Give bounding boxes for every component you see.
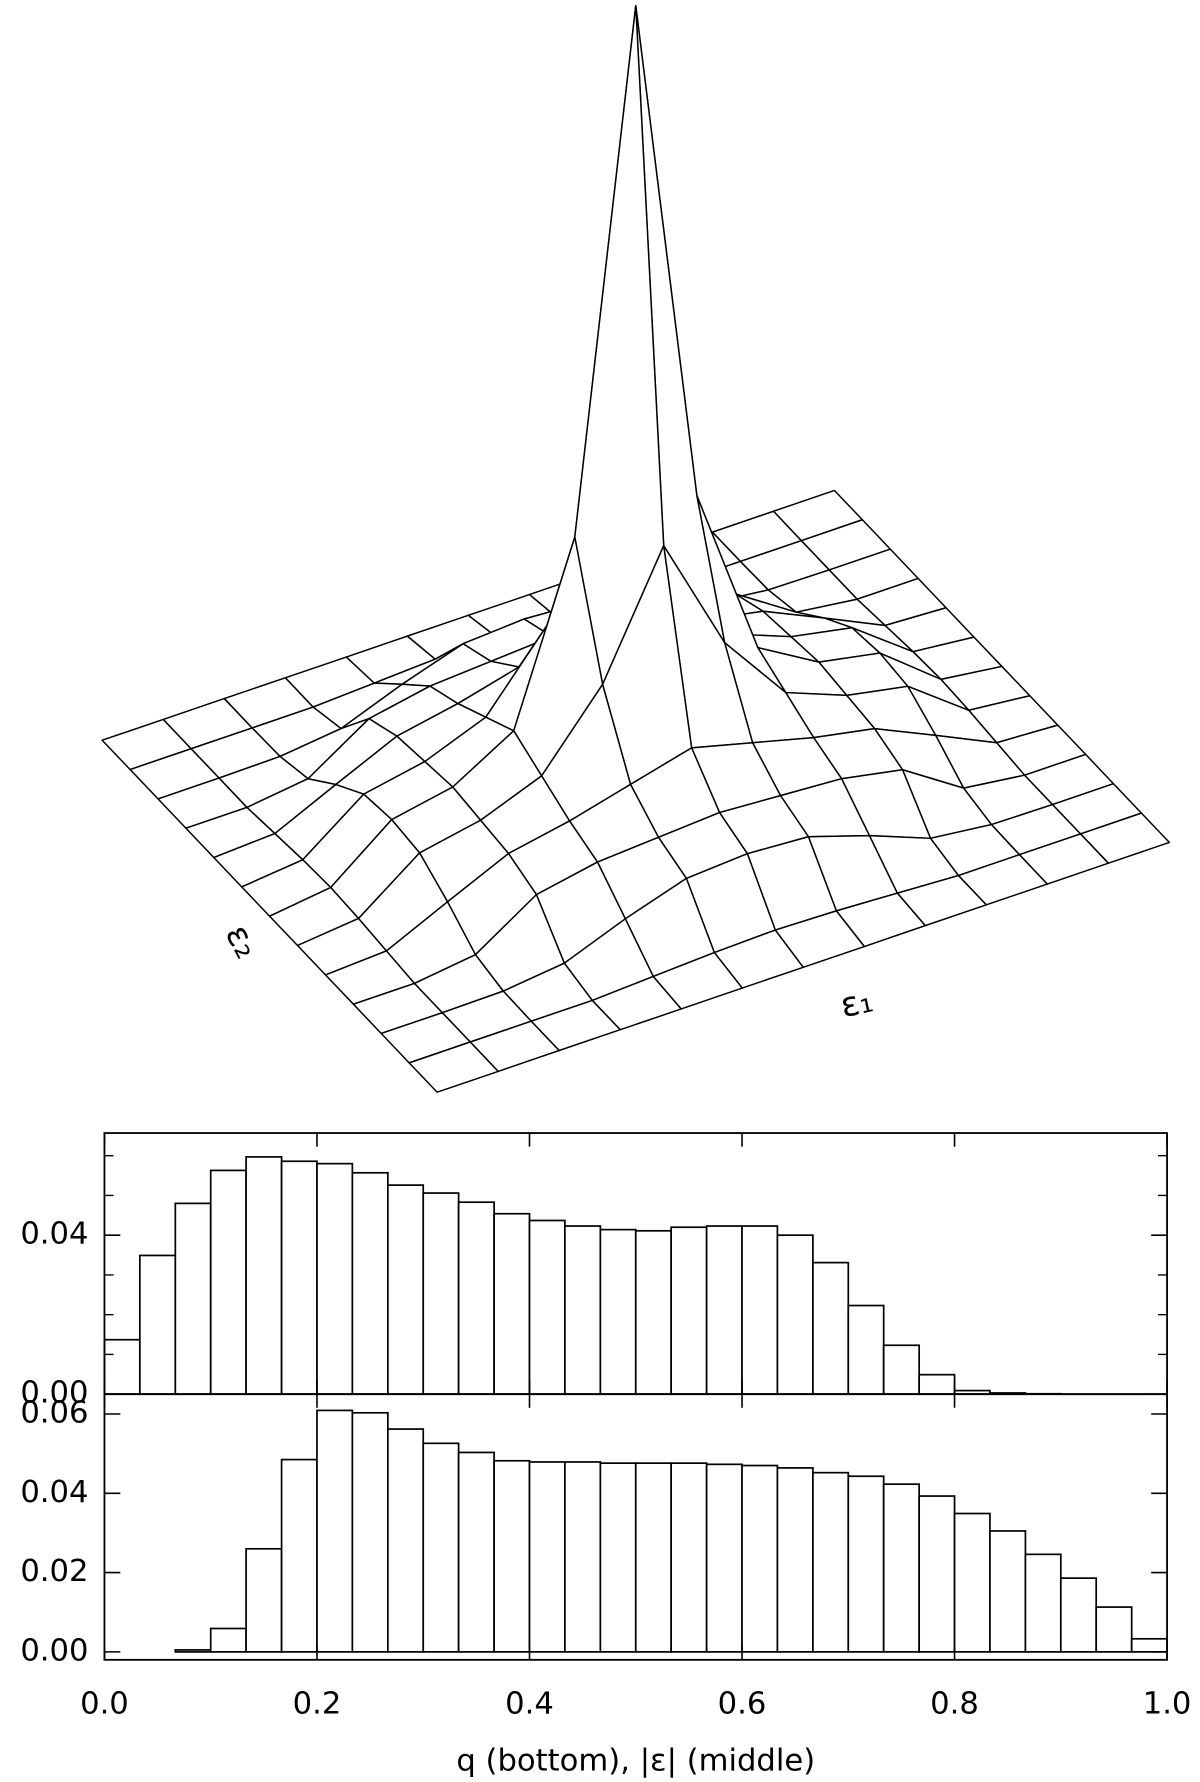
histogram-bar (564, 1461, 602, 1653)
x-tick-label: 0.2 (293, 1687, 342, 1722)
y-tick-label: 0.00 (20, 1376, 88, 1411)
histogram-bar (103, 1338, 141, 1396)
histogram-bar (174, 1649, 212, 1653)
histogram-bar (918, 1495, 956, 1653)
histogram-bar (1095, 1606, 1133, 1653)
histogram-bar (280, 1160, 318, 1396)
histogram-bar (457, 1451, 495, 1653)
histogram-bar (776, 1234, 814, 1396)
y-tick-label: 0.04 (20, 1475, 88, 1510)
x-tick-label: 0.0 (80, 1687, 129, 1722)
axis-label: ε₂ (217, 918, 267, 965)
x-axis-label: q (bottom), |ε| (middle) (456, 1743, 815, 1778)
histogram-bar (776, 1467, 814, 1653)
x-tick-label: 1.0 (1143, 1687, 1192, 1722)
y-tick-label: 0.04 (20, 1217, 88, 1252)
histogram-bar (953, 1512, 991, 1653)
histogram-bar (989, 1530, 1027, 1653)
histogram-bar (386, 1428, 425, 1653)
histogram-bar (528, 1461, 566, 1653)
histogram-bar (670, 1462, 708, 1653)
histogram-bar (386, 1184, 425, 1396)
histogram-bar (245, 1547, 283, 1653)
histogram-bar (209, 1169, 247, 1396)
histogram-bar (457, 1201, 495, 1396)
histogram-bar (209, 1627, 247, 1653)
histogram-bar (351, 1171, 389, 1396)
histogram-bar (351, 1411, 389, 1653)
histogram-bar (174, 1202, 212, 1396)
histogram-bar (812, 1261, 850, 1396)
histogram-bar (741, 1464, 779, 1653)
histogram-bar (599, 1228, 637, 1396)
histogram-bar (705, 1463, 743, 1653)
y-tick-label: 0.00 (20, 1633, 88, 1668)
histogram-bar (422, 1192, 460, 1396)
axis-label: ε₁ (837, 980, 877, 1026)
x-tick-label: 0.8 (930, 1687, 979, 1722)
histogram-bar (741, 1225, 779, 1396)
y-tick-label: 0.02 (20, 1554, 88, 1589)
histogram-bar (493, 1212, 531, 1396)
histogram-bar (1130, 1637, 1168, 1653)
histogram-bar (564, 1225, 602, 1396)
y-tick-label: 0.06 (20, 1395, 88, 1430)
histogram-bar (1024, 1553, 1062, 1653)
histogram-bar (422, 1442, 460, 1653)
histogram-bar (918, 1373, 956, 1396)
histogram-bar (882, 1344, 921, 1396)
histogram-bar (316, 1162, 354, 1396)
histogram-bar (493, 1459, 531, 1653)
histogram-bar (280, 1458, 318, 1653)
histogram-bar (812, 1471, 850, 1653)
histogram-bar (316, 1409, 354, 1653)
surface-cell (408, 1041, 499, 1093)
histogram-bar (847, 1475, 885, 1653)
histogram-bar (705, 1225, 743, 1396)
histogram-bar (1059, 1577, 1098, 1653)
plot-frame (103, 1393, 1168, 1661)
histogram-bar (670, 1226, 708, 1396)
histogram-bar (634, 1462, 672, 1653)
histogram-bar (245, 1156, 283, 1396)
histogram-bar (599, 1462, 637, 1653)
histogram-bar (634, 1229, 672, 1396)
histogram-bar (882, 1483, 921, 1653)
histogram-bar (138, 1254, 177, 1396)
histogram-bar (528, 1219, 566, 1396)
x-tick-label: 0.6 (718, 1687, 767, 1722)
histogram-bar (847, 1304, 885, 1396)
x-tick-label: 0.4 (505, 1687, 554, 1722)
